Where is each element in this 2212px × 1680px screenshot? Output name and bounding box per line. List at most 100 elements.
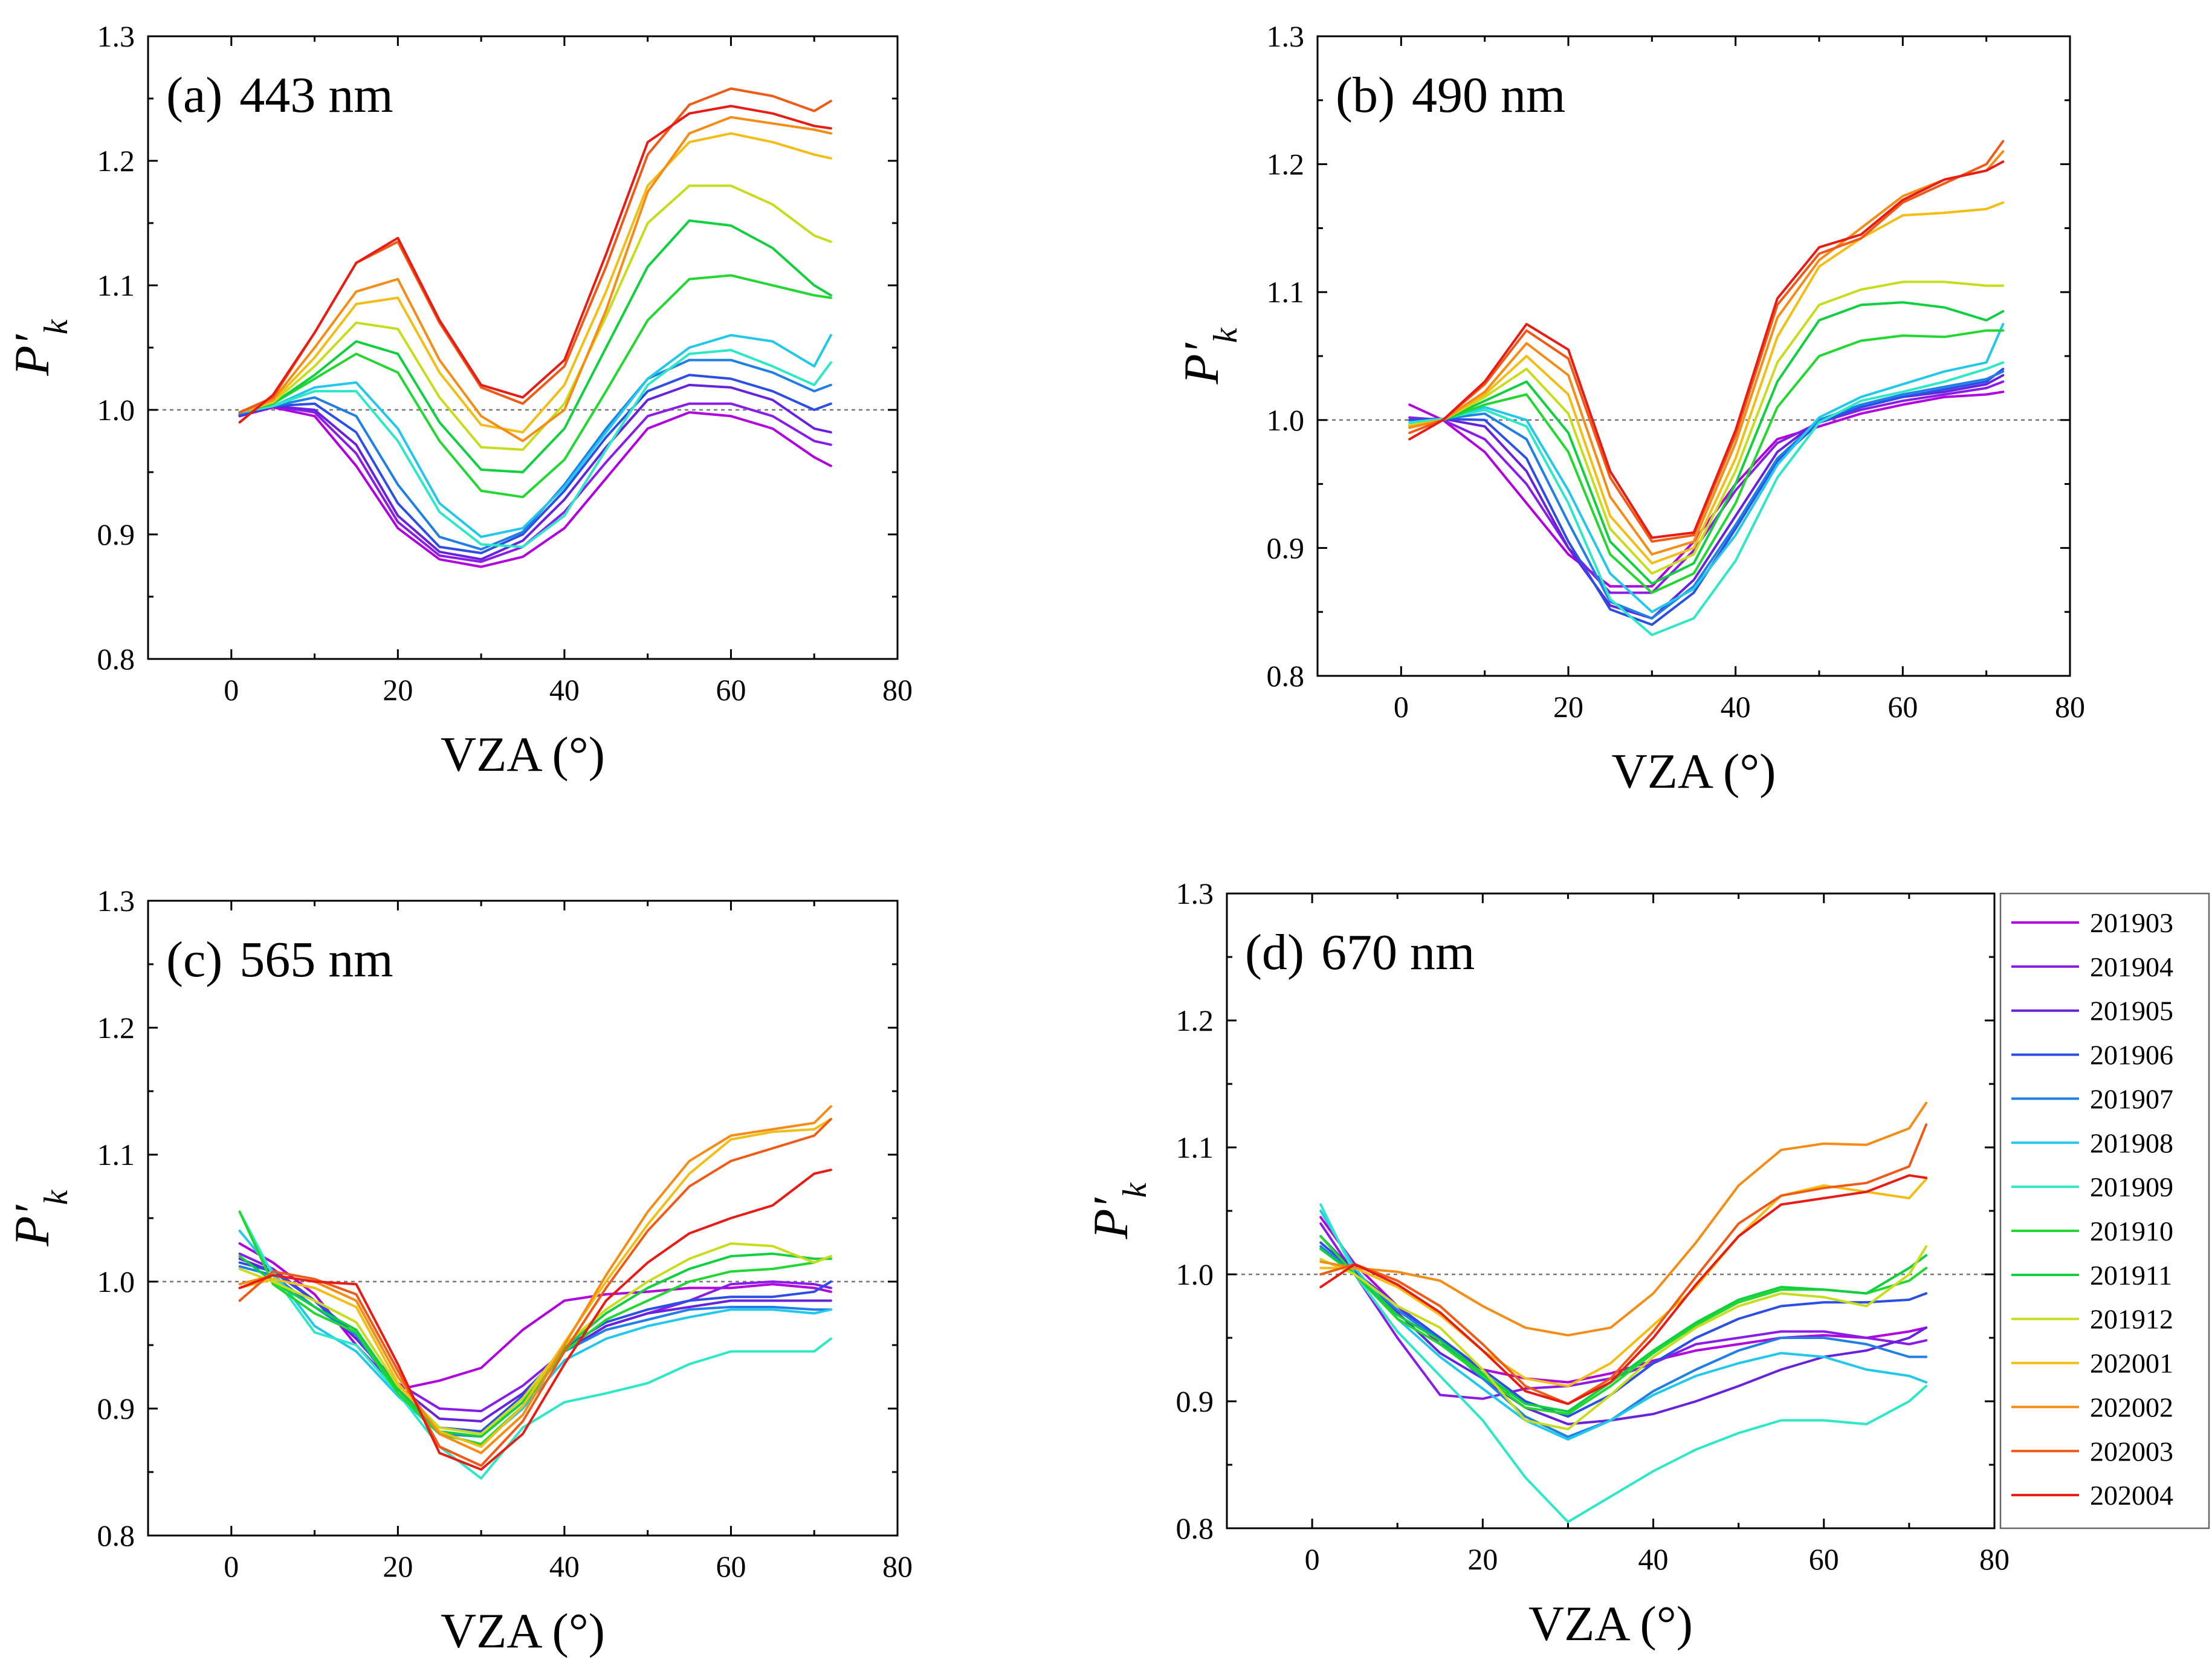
x-tick-label: 40 <box>1638 1542 1669 1576</box>
series-line-202001 <box>238 132 832 434</box>
y-tick-label: 1.2 <box>1176 1004 1214 1037</box>
legend-label: 202003 <box>2090 1436 2173 1467</box>
panel-label: (c) 565 nm <box>166 932 393 988</box>
x-tick-label: 20 <box>1553 690 1583 724</box>
x-tick-label: 20 <box>383 1549 413 1583</box>
x-tick-label: 60 <box>716 673 746 707</box>
panel-d: 0.8 0.9 1.0 1.1 1.2 1.3 0 20 40 60 80 VZA (°) P′k (d)… <box>1083 877 2010 1651</box>
x-tick-label: 40 <box>549 1549 580 1583</box>
series-line-201910 <box>1408 329 2005 594</box>
series-line-202002 <box>1408 150 2005 556</box>
x-tick-label: 0 <box>224 1549 239 1583</box>
series-line-202002 <box>1319 1101 1928 1337</box>
y-tick-label: 1.0 <box>1176 1257 1214 1291</box>
y-tick-label: 0.8 <box>1176 1511 1214 1545</box>
series-line-201904 <box>1408 380 2005 594</box>
series-line-202004 <box>1408 160 2005 539</box>
y-tick-label: 0.9 <box>1176 1384 1214 1418</box>
series-line-201908 <box>1408 323 2005 614</box>
legend-label: 201903 <box>2090 907 2173 938</box>
legend-label: 201911 <box>2090 1260 2172 1291</box>
plot-frame <box>1226 892 1996 1529</box>
legend-label: 201907 <box>2090 1083 2173 1114</box>
series-line-201911 <box>1319 1248 1928 1413</box>
x-tick-label: 80 <box>882 1549 913 1583</box>
y-tick-label: 1.1 <box>97 268 135 302</box>
series-line-202004 <box>1319 1174 1928 1406</box>
series-line-201905 <box>238 383 832 561</box>
legend-label: 201905 <box>2090 996 2173 1026</box>
x-tick-label: 80 <box>1979 1542 2010 1576</box>
y-tick-label: 0.9 <box>97 517 135 551</box>
x-tick-label: 40 <box>1721 690 1751 724</box>
series-line-201907 <box>1319 1245 1928 1438</box>
y-tick-label: 1.3 <box>97 19 135 53</box>
y-axis-title: P′k <box>1174 327 1244 384</box>
y-tick-label: 0.8 <box>97 1519 135 1552</box>
series-line-202002 <box>238 1105 832 1455</box>
series-line-201903 <box>238 406 832 568</box>
legend-box <box>1999 892 2210 1529</box>
series-line-201909 <box>1408 361 2005 637</box>
series-line-201908 <box>238 334 832 539</box>
y-tick-label: 1.1 <box>1267 275 1305 309</box>
y-tick-label: 1.3 <box>97 884 135 918</box>
legend-label: 201904 <box>2090 952 2173 982</box>
legend-label: 201906 <box>2090 1040 2173 1071</box>
panel-label: (d) 670 nm <box>1245 924 1475 981</box>
x-axis-title: VZA (°) <box>1612 744 1776 799</box>
y-tick-label: 1.2 <box>1267 148 1305 181</box>
series-line-201912 <box>238 1242 832 1435</box>
x-axis-title: VZA (°) <box>441 727 605 782</box>
x-tick-label: 60 <box>1887 690 1918 724</box>
series-line-202001 <box>1319 1178 1928 1387</box>
legend-label: 201912 <box>2090 1304 2173 1335</box>
series-line-201909 <box>238 349 832 548</box>
y-tick-label: 0.9 <box>1267 531 1305 565</box>
series-line-201904 <box>238 402 832 563</box>
series-line-201905 <box>1408 374 2005 620</box>
series-line-201908 <box>1319 1210 1928 1441</box>
legend-label: 201910 <box>2090 1216 2173 1247</box>
y-axis-title: P′k <box>1083 1182 1154 1239</box>
legend: 201903 201904 201905 201906 201907 201908 2019… <box>1999 892 2210 1529</box>
y-tick-label: 1.3 <box>1176 877 1214 910</box>
legend-label: 202004 <box>2090 1480 2173 1511</box>
series-line-201909 <box>238 1210 832 1480</box>
series-line-201906 <box>1319 1241 1928 1418</box>
panel-a: 0.8 0.9 1.0 1.1 1.2 1.3 0 20 40 60 80 VZA (°) P′k (a)… <box>4 19 913 782</box>
y-axis-title: P′k <box>4 319 75 376</box>
y-tick-label: 1.0 <box>97 1265 135 1299</box>
panel-c: 0.8 0.9 1.0 1.1 1.2 1.3 0 20 40 60 80 VZA (°) P′k (c)… <box>4 884 913 1658</box>
x-tick-label: 40 <box>549 673 580 707</box>
y-tick-label: 1.1 <box>1176 1130 1214 1164</box>
series-line-202003 <box>1408 140 2005 543</box>
y-tick-label: 0.8 <box>1267 659 1305 693</box>
x-tick-label: 80 <box>882 673 913 707</box>
panel-label: (a) 443 nm <box>166 67 393 123</box>
series-line-202001 <box>238 1118 832 1448</box>
y-tick-label: 1.2 <box>97 144 135 178</box>
y-tick-label: 1.0 <box>97 393 135 427</box>
y-tick-label: 0.8 <box>97 642 135 676</box>
y-tick-label: 1.3 <box>1267 19 1305 53</box>
x-tick-label: 60 <box>716 1549 746 1583</box>
legend-label: 202002 <box>2090 1392 2173 1422</box>
legend-label: 201909 <box>2090 1172 2173 1202</box>
series-line-202004 <box>238 105 832 424</box>
x-tick-label: 0 <box>1305 1542 1320 1576</box>
x-axis-title: VZA (°) <box>441 1603 605 1658</box>
y-tick-label: 0.9 <box>97 1392 135 1425</box>
series-line-201912 <box>1319 1245 1928 1431</box>
series-line-201912 <box>1408 281 2005 575</box>
series-line-201910 <box>238 1210 832 1445</box>
y-tick-label: 1.0 <box>1267 403 1305 437</box>
y-tick-label: 1.2 <box>97 1011 135 1045</box>
series-line-201907 <box>1408 370 2005 620</box>
x-tick-label: 80 <box>2055 690 2085 724</box>
y-tick-label: 1.1 <box>97 1138 135 1172</box>
series-line-202002 <box>238 115 832 443</box>
series-line-201911 <box>238 219 832 473</box>
x-tick-label: 20 <box>1467 1542 1498 1576</box>
